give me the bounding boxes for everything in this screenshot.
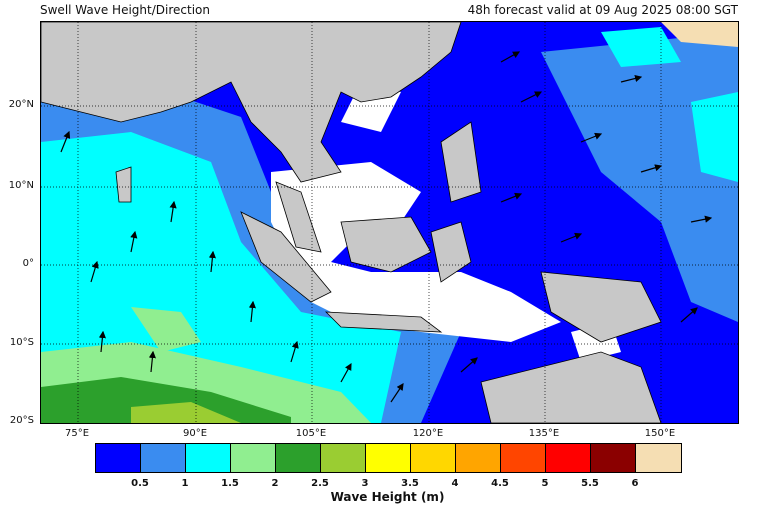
sri-lanka [115,166,132,203]
map-title: Swell Wave Height/Direction [40,3,210,17]
swell-direction-arrows [60,51,713,403]
lat-label-10s: 10°S [9,337,34,348]
borneo [340,216,432,273]
colorbar-title: Wave Height (m) [330,490,445,504]
lat-label-20n: 20°N [8,99,34,110]
colorbar-segment [231,444,276,472]
philippines [440,121,482,203]
lon-label-150e: 150°E [644,428,676,439]
swell-arrow [520,91,543,103]
sumatra [240,211,332,303]
map-panel [40,21,739,424]
colorbar-tick-label: 1.5 [221,478,239,489]
swell-arrow [130,230,138,253]
lon-label-90e: 90°E [182,428,208,439]
java [324,311,443,333]
swell-arrow [248,300,256,323]
new-guinea [540,271,662,343]
calm-internal-seas [271,162,561,342]
colorbar-tick-label: 5 [541,478,549,489]
swell-arrow [169,200,177,223]
swell-arrow [98,330,106,353]
asia-mainland [41,22,462,183]
colorbar-tick-label: 2.5 [311,478,329,489]
map-canvas [41,22,738,423]
colorbar-segment [366,444,411,472]
swell-arrow [500,192,523,203]
lat-label-0: 0° [22,258,34,269]
colorbar-segment [411,444,456,472]
forecast-valid-time: 48h forecast valid at 09 Aug 2025 08:00 … [467,3,738,17]
swell-arrow [620,74,643,83]
swell-arrow [90,260,99,283]
swell-arrow [690,215,713,223]
colorbar-tick-label: 2 [271,478,279,489]
colorbar-segment [546,444,591,472]
australia [480,351,662,423]
pacific-swell-high [691,92,738,182]
lat-label-20s: 20°S [9,415,34,426]
malay-peninsula [275,181,322,253]
swell-arrow [390,383,404,403]
lon-label-135e: 135°E [528,428,560,439]
colorbar-segment [96,444,141,472]
colorbar-tick-label: 4 [451,478,459,489]
colorbar-segment [636,444,681,472]
swell-arrow [640,164,663,173]
pacific-swell-extreme [661,22,738,47]
swell-arrow [500,51,521,63]
swell-patch-1 [131,307,201,352]
swell-arrow [580,132,603,143]
colorbar-segment [141,444,186,472]
swell-arrow [290,340,299,363]
colorbar-segment [276,444,321,472]
colorbar-tick-label: 3 [361,478,369,489]
colorbar-segment [456,444,501,472]
swell-arrow [340,362,352,383]
swell-arrow [148,350,156,373]
southern-peak-swell [131,402,241,423]
graticule [41,22,738,423]
colorbar-tick-label: 0.5 [131,478,149,489]
colorbar-segment [186,444,231,472]
colorbar-tick-label: 6 [631,478,639,489]
swell-arrow [208,250,216,273]
lon-label-120e: 120°E [412,428,444,439]
colorbar-tick-label: 3.5 [401,478,419,489]
lat-label-10n: 10°N [8,180,34,191]
lon-label-75e: 75°E [64,428,90,439]
colorbar-tick-label: 1 [181,478,189,489]
swell-arrow [680,307,698,323]
swell-arrow [560,232,583,243]
colorbar [95,443,682,473]
colorbar-tick-label: 4.5 [491,478,509,489]
southern-strong-swell [41,377,291,423]
colorbar-segment [501,444,546,472]
colorbar-segment [591,444,636,472]
colorbar-segment [321,444,366,472]
pacific-swell-medium [541,32,738,322]
swell-arrow [460,357,478,373]
colorbar-tick-label: 5.5 [581,478,599,489]
lon-label-105e: 105°E [295,428,327,439]
swell-arrow [60,130,71,153]
